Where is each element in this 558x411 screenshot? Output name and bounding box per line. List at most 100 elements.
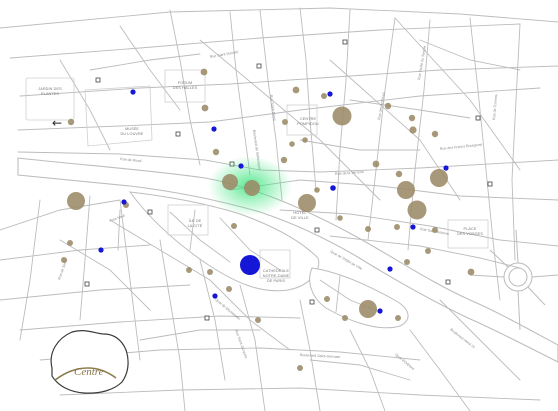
arrow-left-icon[interactable]: ← (52, 116, 62, 130)
marker-small[interactable] (342, 315, 348, 321)
marker-blue-cite-large[interactable] (240, 255, 260, 275)
inset-river (54, 367, 117, 381)
marker-small[interactable] (394, 224, 400, 230)
marker-saint-paul[interactable] (397, 181, 415, 199)
marker-marais-2[interactable] (409, 126, 417, 134)
marker-rue-montorgueil[interactable] (292, 86, 300, 94)
marker-blue[interactable] (443, 165, 449, 171)
marker-place-vosges[interactable] (430, 169, 448, 187)
inset-locator: Centre (50, 330, 129, 394)
ile-saint-louis (309, 267, 409, 329)
marker-small[interactable] (207, 269, 213, 275)
marker-small[interactable] (282, 119, 288, 125)
marker-blue[interactable] (212, 293, 218, 299)
marker-blue-nord[interactable] (130, 89, 136, 95)
metro-stop-icon (147, 209, 153, 215)
marker-small[interactable] (212, 148, 220, 156)
marker-small[interactable] (289, 141, 295, 147)
metro-stop-icon (314, 227, 320, 233)
metro-stop-icon (84, 281, 90, 287)
marker-small[interactable] (302, 137, 308, 143)
street-label: Rue des Archives (377, 92, 386, 120)
street-label: Rue de Turenne (492, 94, 498, 120)
marker-ile-saint-louis[interactable] (359, 300, 377, 318)
marker-small[interactable] (201, 104, 209, 112)
marker-blue-marais[interactable] (327, 91, 333, 97)
marker-small[interactable] (324, 296, 330, 302)
metro-stop-icon (256, 63, 262, 69)
metro-stop-icon (204, 315, 210, 321)
marker-small[interactable] (67, 240, 73, 246)
marker-notre-dame[interactable] (298, 194, 316, 212)
marker-hotel-de-ville[interactable] (407, 200, 427, 220)
marker-small[interactable] (425, 248, 431, 254)
marker-small[interactable] (337, 215, 343, 221)
marker-small[interactable] (226, 286, 232, 292)
marker-marais-1[interactable] (384, 102, 392, 110)
street-label: Rue de Seine (57, 259, 68, 281)
street-label: Rue Saint-Honoré (209, 50, 238, 59)
label-ile-cite: ÎLE DE LA CITÉ (188, 218, 203, 228)
marker-small[interactable] (395, 170, 403, 178)
blue-markers (98, 89, 449, 314)
metro-stop-icon (175, 131, 181, 137)
marker-small[interactable] (395, 315, 401, 321)
street-label: Boulevard Saint-Germain (300, 353, 341, 359)
street-label: Rue Vieille du Temple (417, 45, 427, 80)
label-jardin: JARDIN DES PLANTES (38, 87, 62, 96)
marker-small[interactable] (280, 156, 288, 164)
street-label: Rue des Francs Bourgeois (440, 143, 483, 151)
marker-small[interactable] (432, 227, 438, 233)
street-label: Rue de Rivoli (120, 157, 142, 163)
label-place-vosges: PLACE DES VOSGES (457, 227, 483, 236)
marker-small[interactable] (408, 114, 416, 122)
marker-small[interactable] (61, 257, 67, 263)
inset-paris-outline (50, 330, 129, 394)
marker-blue-louvre[interactable] (211, 126, 217, 132)
metro-stop-icon (342, 39, 348, 45)
marker-blue-chatelet[interactable] (238, 163, 244, 169)
marker-pompidou[interactable] (332, 106, 352, 126)
marker-small[interactable] (67, 118, 75, 126)
marker-blue[interactable] (387, 266, 393, 272)
metro-stop-icon (309, 299, 315, 305)
marker-small[interactable] (404, 259, 410, 265)
metro-stop-icon (95, 77, 101, 83)
marker-small[interactable] (231, 223, 237, 229)
marker-chatelet-2[interactable] (244, 180, 260, 196)
marker-blue[interactable] (330, 185, 336, 191)
street-label: Rue de la Verrerie (335, 170, 364, 176)
street-label: Boulevard de Sébastopol (252, 130, 262, 171)
marker-blue[interactable] (98, 247, 104, 253)
marker-blue[interactable] (121, 199, 127, 205)
inset-label: Centre (74, 366, 104, 378)
marker-small[interactable] (314, 187, 320, 193)
marker-bastille[interactable] (467, 268, 475, 276)
label-louvre: MUSÉE DU LOUVRE (120, 126, 143, 136)
marker-small[interactable] (321, 93, 327, 99)
marker-blue[interactable] (410, 224, 416, 230)
metro-stop-icon (475, 115, 481, 121)
marker-louvre-west[interactable] (67, 192, 85, 210)
marker-small[interactable] (365, 226, 371, 232)
label-hotel-de-ville: HOTEL DE VILLE (291, 211, 309, 220)
marker-small[interactable] (372, 160, 380, 168)
marker-chatelet[interactable] (222, 174, 238, 190)
city-blocks (25, 69, 489, 279)
marker-small[interactable] (255, 317, 261, 323)
marker-small[interactable] (186, 267, 192, 273)
label-forum-halles: FORUM DES HALLES (173, 81, 198, 90)
area-labels: JARDIN DES PLANTES FORUM DES HALLES MUSÉE D… (38, 81, 483, 283)
marker-blue-saint-louis[interactable] (377, 308, 383, 314)
marker-small[interactable] (297, 365, 303, 371)
roundabout (469, 229, 558, 331)
brown-markers (61, 68, 475, 371)
label-pompidou: CENTRE POMPIDOU (297, 117, 319, 126)
label-notre-dame: CATHÉDRALE NOTRE-DAME DE PARIS (263, 268, 290, 283)
street-label: Rue Saint-Denis (269, 95, 277, 122)
marker-small[interactable] (431, 130, 439, 138)
street-label: Pont Neuf (109, 214, 125, 223)
marker-halles-north[interactable] (200, 68, 208, 76)
metro-stop-icon (445, 279, 451, 285)
